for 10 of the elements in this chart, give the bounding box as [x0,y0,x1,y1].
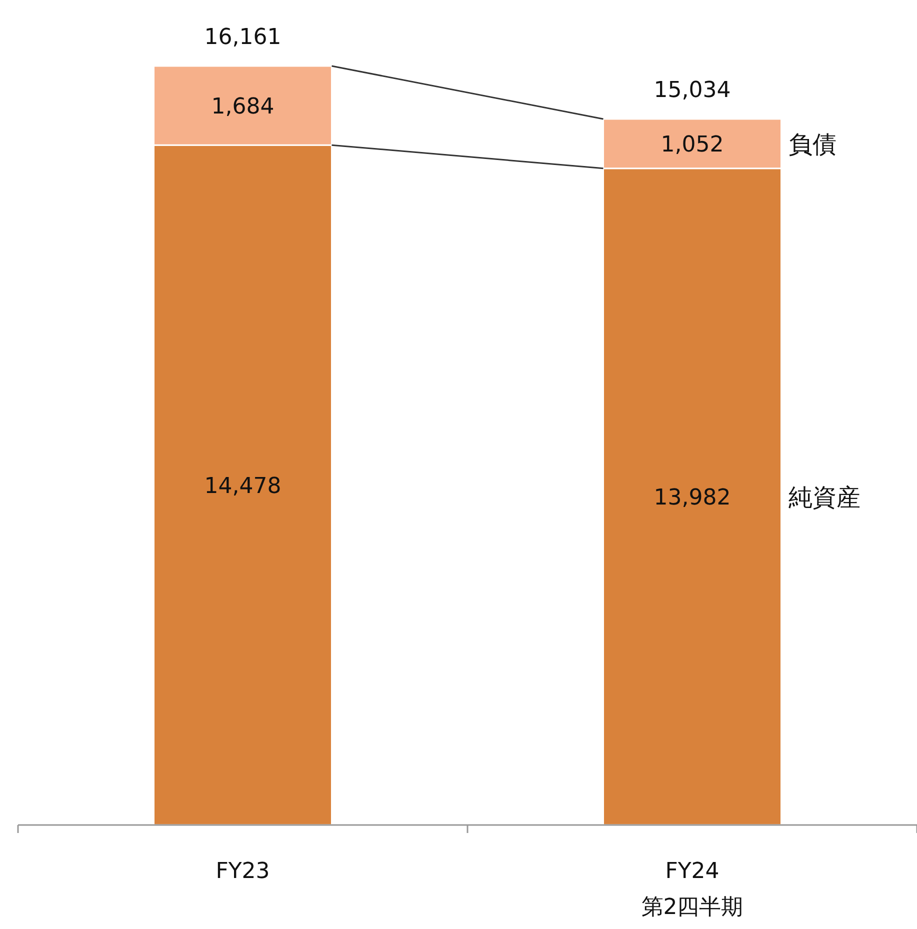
data-label: 1,052 [660,132,724,158]
total-label: 16,161 [204,25,282,50]
series-label: 純資産 [788,484,860,512]
x-tick-label: FY23 [216,859,270,884]
data-label: 13,982 [654,486,731,511]
x-tick-label: FY24 第2四半期 [641,859,744,920]
total-label: 15,034 [654,78,731,103]
data-label: 1,684 [211,94,274,120]
data-label: 14,478 [204,474,282,500]
series-label: 負債 [788,130,836,159]
